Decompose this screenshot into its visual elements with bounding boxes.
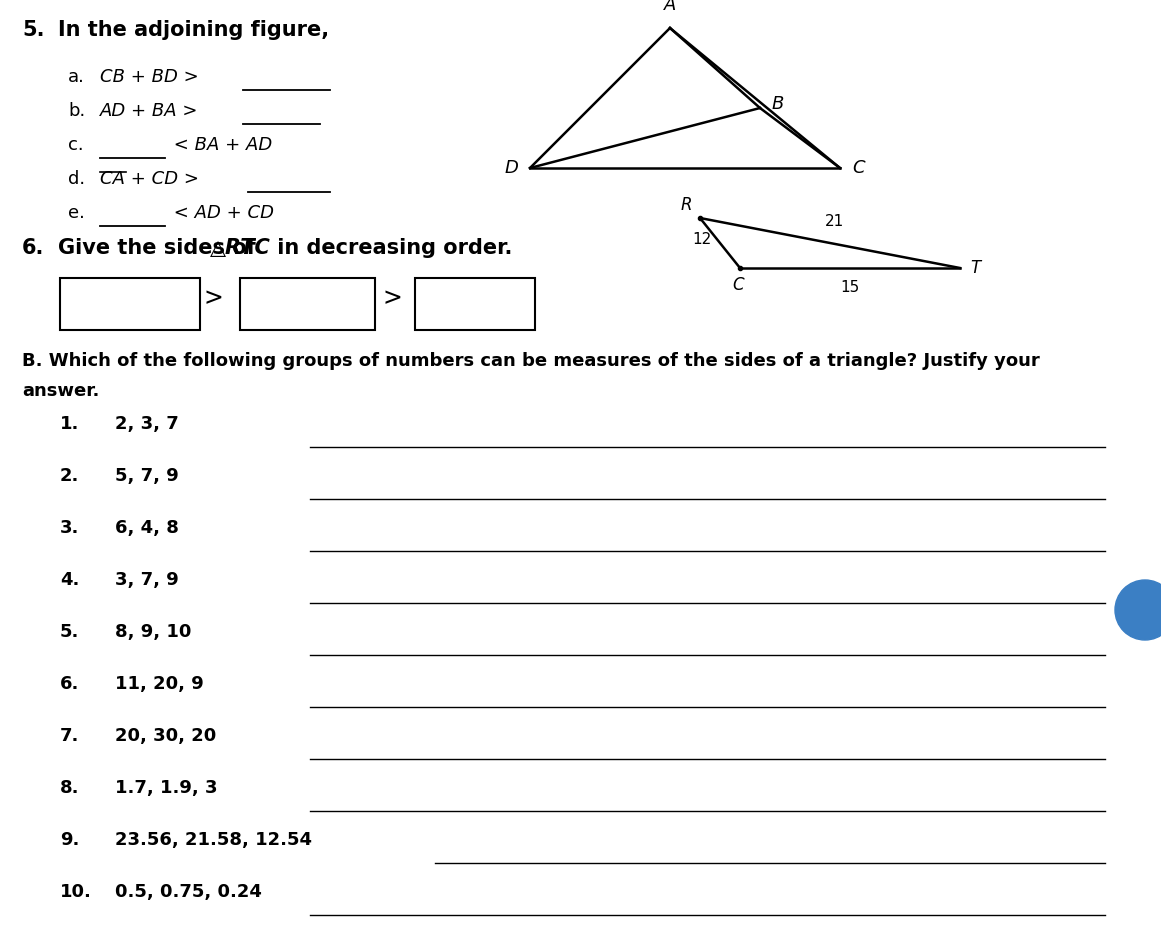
Text: d.: d. <box>68 170 85 188</box>
Text: 4.: 4. <box>60 571 79 589</box>
Text: CB + BD >: CB + BD > <box>100 68 204 86</box>
Text: in decreasing order.: in decreasing order. <box>271 238 512 258</box>
Text: >: > <box>382 286 402 310</box>
Text: a.: a. <box>68 68 85 86</box>
Text: 7.: 7. <box>60 727 79 745</box>
Text: Give the sides of: Give the sides of <box>58 238 264 258</box>
Text: 1.: 1. <box>60 415 79 433</box>
Text: 5, 7, 9: 5, 7, 9 <box>115 467 179 485</box>
Text: < BA + AD: < BA + AD <box>168 136 272 154</box>
Text: e.: e. <box>68 204 85 222</box>
Text: AD + BA >: AD + BA > <box>100 102 204 120</box>
Text: △RTC: △RTC <box>210 238 271 258</box>
Text: 20, 30, 20: 20, 30, 20 <box>115 727 216 745</box>
Text: 8, 9, 10: 8, 9, 10 <box>115 623 192 641</box>
Text: c.: c. <box>68 136 84 154</box>
Text: 5.: 5. <box>22 20 44 40</box>
Circle shape <box>1115 580 1161 640</box>
Text: 12: 12 <box>692 232 712 247</box>
Text: 15: 15 <box>841 280 859 295</box>
Text: In the adjoining figure,: In the adjoining figure, <box>58 20 329 40</box>
Text: 6.: 6. <box>22 238 44 258</box>
Text: 1.7, 1.9, 3: 1.7, 1.9, 3 <box>115 779 217 797</box>
Text: CA + CD >: CA + CD > <box>100 170 204 188</box>
Text: C: C <box>852 159 865 177</box>
Text: 6.: 6. <box>60 675 79 693</box>
Bar <box>240 278 375 330</box>
Text: A: A <box>664 0 676 14</box>
Text: D: D <box>504 159 518 177</box>
Text: 3.: 3. <box>60 519 79 537</box>
Text: 8.: 8. <box>60 779 79 797</box>
Text: 23.56, 21.58, 12.54: 23.56, 21.58, 12.54 <box>115 831 312 849</box>
Text: 6, 4, 8: 6, 4, 8 <box>115 519 179 537</box>
Text: 5.: 5. <box>60 623 79 641</box>
Text: C: C <box>733 276 744 294</box>
Text: answer.: answer. <box>22 382 100 400</box>
Text: 9.: 9. <box>60 831 79 849</box>
Text: 0.5, 0.75, 0.24: 0.5, 0.75, 0.24 <box>115 883 262 901</box>
Text: T: T <box>969 259 980 277</box>
Bar <box>60 278 200 330</box>
Text: 11, 20, 9: 11, 20, 9 <box>115 675 203 693</box>
Text: 3, 7, 9: 3, 7, 9 <box>115 571 179 589</box>
Bar <box>414 278 535 330</box>
Text: 2, 3, 7: 2, 3, 7 <box>115 415 179 433</box>
Text: R: R <box>680 196 692 214</box>
Text: >: > <box>203 286 223 310</box>
Text: < AD + CD: < AD + CD <box>168 204 274 222</box>
Text: 10.: 10. <box>60 883 92 901</box>
Text: 21: 21 <box>825 214 844 229</box>
Text: B: B <box>772 95 785 113</box>
Text: b.: b. <box>68 102 85 120</box>
Text: B. Which of the following groups of numbers can be measures of the sides of a tr: B. Which of the following groups of numb… <box>22 352 1040 370</box>
Text: 2.: 2. <box>60 467 79 485</box>
